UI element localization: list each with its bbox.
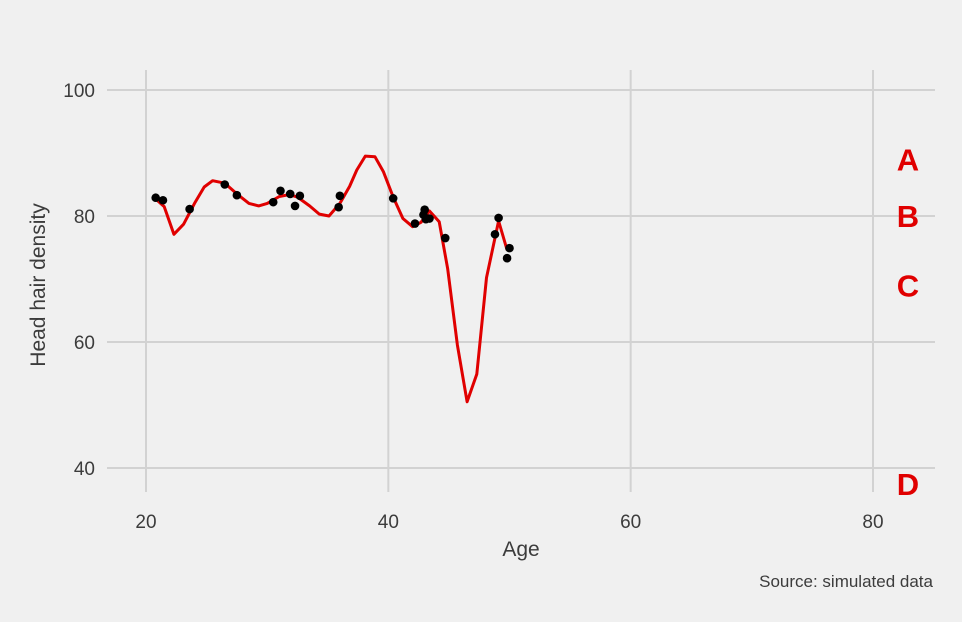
x-tick-label-40: 40 (378, 512, 399, 533)
annotation-B: B (897, 199, 919, 234)
data-point-11 (334, 202, 343, 212)
data-point-9 (290, 201, 300, 211)
x-tick-labels: 20 40 60 80 (135, 512, 883, 533)
data-point-1 (151, 193, 160, 203)
y-tick-label-80: 80 (74, 207, 95, 228)
data-point-3 (185, 204, 194, 214)
x-tick-label-80: 80 (862, 512, 883, 533)
annotation-C: C (897, 268, 919, 303)
y-tick-label-60: 60 (74, 333, 95, 354)
data-point-21 (494, 213, 503, 223)
x-axis-title: Age (502, 538, 539, 561)
annotation-D: D (897, 467, 919, 502)
data-point-14 (410, 219, 420, 228)
y-axis-title: Head hair density (27, 203, 50, 367)
x-tick-label-60: 60 (620, 512, 641, 533)
data-point-13 (388, 194, 398, 203)
y-tick-labels: 40 60 80 100 (63, 81, 95, 480)
data-point-22 (502, 253, 512, 263)
annotation-A: A (897, 142, 919, 177)
y-tick-label-40: 40 (74, 459, 95, 480)
data-point-2 (158, 195, 168, 205)
data-point-19 (440, 233, 450, 243)
data-point-10 (295, 191, 305, 201)
grid-layer (107, 70, 935, 492)
data-point-7 (276, 186, 285, 196)
y-tick-label-100: 100 (63, 81, 95, 102)
data-point-23 (505, 243, 514, 253)
data-point-12 (335, 191, 345, 201)
data-point-18 (425, 214, 434, 223)
data-point-6 (268, 197, 278, 207)
data-point-8 (285, 189, 295, 199)
source-caption: Source: simulated data (759, 572, 933, 591)
data-point-5 (232, 190, 242, 200)
points-layer (151, 180, 514, 263)
data-point-20 (490, 229, 500, 239)
x-tick-label-20: 20 (135, 512, 156, 533)
data-point-16 (420, 205, 429, 214)
annotation-layer: ABC D (897, 142, 919, 501)
data-point-4 (220, 180, 230, 189)
